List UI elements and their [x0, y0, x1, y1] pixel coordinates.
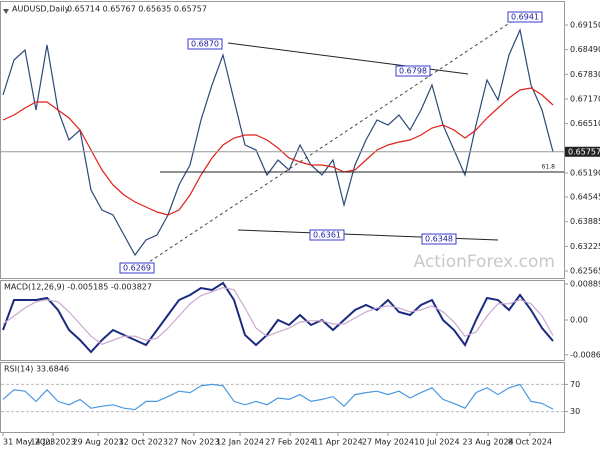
x-tick-label: 12 Oct 2023 — [119, 438, 168, 447]
fib-label: 61.8 — [542, 164, 556, 171]
series-line — [2, 281, 554, 354]
y-tick-label: 0.63225 — [570, 242, 600, 251]
annotation-box — [309, 229, 345, 241]
watermark: ActionForex.com — [414, 252, 555, 272]
y-tick-label: 0.00 — [570, 316, 588, 325]
x-tick-label: 11 Apr 2024 — [313, 438, 362, 447]
macd-panel — [0, 280, 565, 361]
x-tick-label: 31 May 2023 — [3, 438, 55, 447]
symbol-icon — [3, 9, 9, 14]
y-tick-label: 0.69150 — [570, 21, 600, 30]
annotation-label: 0.6269 — [123, 264, 151, 273]
price-panel — [0, 1, 565, 279]
y-tick-label: 0.008896 — [570, 280, 600, 289]
y-tick-label: 0.67830 — [570, 70, 600, 79]
x-tick-label: 14 Jul 2023 — [30, 438, 75, 447]
macd-title: MACD(12,26,9) -0.005185 -0.003827 — [4, 283, 152, 292]
x-tick-label: 8 Oct 2024 — [508, 438, 552, 447]
annotation-label: 0.6941 — [511, 13, 539, 22]
annotation-box — [395, 65, 431, 77]
y-tick-label: 0.67170 — [570, 94, 600, 103]
annotation-box — [421, 233, 457, 245]
ohlc-text: 0.65714 0.65767 0.65635 0.65757 — [67, 5, 207, 14]
x-tick-label: 27 May 2024 — [362, 438, 414, 447]
y-tick-label: 0.64545 — [570, 193, 600, 202]
x-tick-label: 12 Jan 2024 — [216, 438, 264, 447]
chart-title: AUDUSD,Daily — [12, 5, 70, 14]
y-tick-label: 30 — [570, 407, 580, 416]
annotation-label: 0.6798 — [399, 67, 427, 76]
x-tick-label: 27 Feb 2024 — [265, 438, 315, 447]
x-tick-label: 23 Aug 2024 — [462, 438, 513, 447]
series-line — [2, 28, 554, 257]
rsi-panel — [0, 362, 565, 433]
y-tick-label: 0.68490 — [570, 45, 600, 54]
annotation-box — [187, 38, 223, 50]
x-tick-label: 10 Jul 2024 — [414, 438, 459, 447]
annotation-box — [507, 11, 543, 23]
y-tick-label: -0.008612 — [570, 350, 600, 359]
y-tick-label: 0.66510 — [570, 119, 600, 128]
annotation-label: 0.6348 — [425, 235, 453, 244]
annotation-label: 0.6870 — [191, 40, 219, 49]
channel-line — [139, 15, 521, 269]
y-tick-label: 0.65190 — [570, 168, 600, 177]
series-line — [2, 286, 554, 345]
y-tick-label: 0.63885 — [570, 217, 600, 226]
y-tick-label: 0.62565 — [570, 267, 600, 276]
y-tick-label: 70 — [570, 380, 580, 389]
current-price-box — [565, 146, 600, 157]
series-line — [2, 87, 554, 216]
current-price-label: 0.65757 — [568, 147, 600, 156]
annotation-label: 0.6361 — [313, 231, 341, 240]
x-tick-label: 27 Nov 2023 — [168, 438, 219, 447]
rsi-title: RSI(14) 33.6846 — [4, 365, 69, 374]
series-line — [2, 383, 554, 411]
x-tick-label: 29 Aug 2023 — [73, 438, 124, 447]
annotation-box — [119, 262, 155, 274]
